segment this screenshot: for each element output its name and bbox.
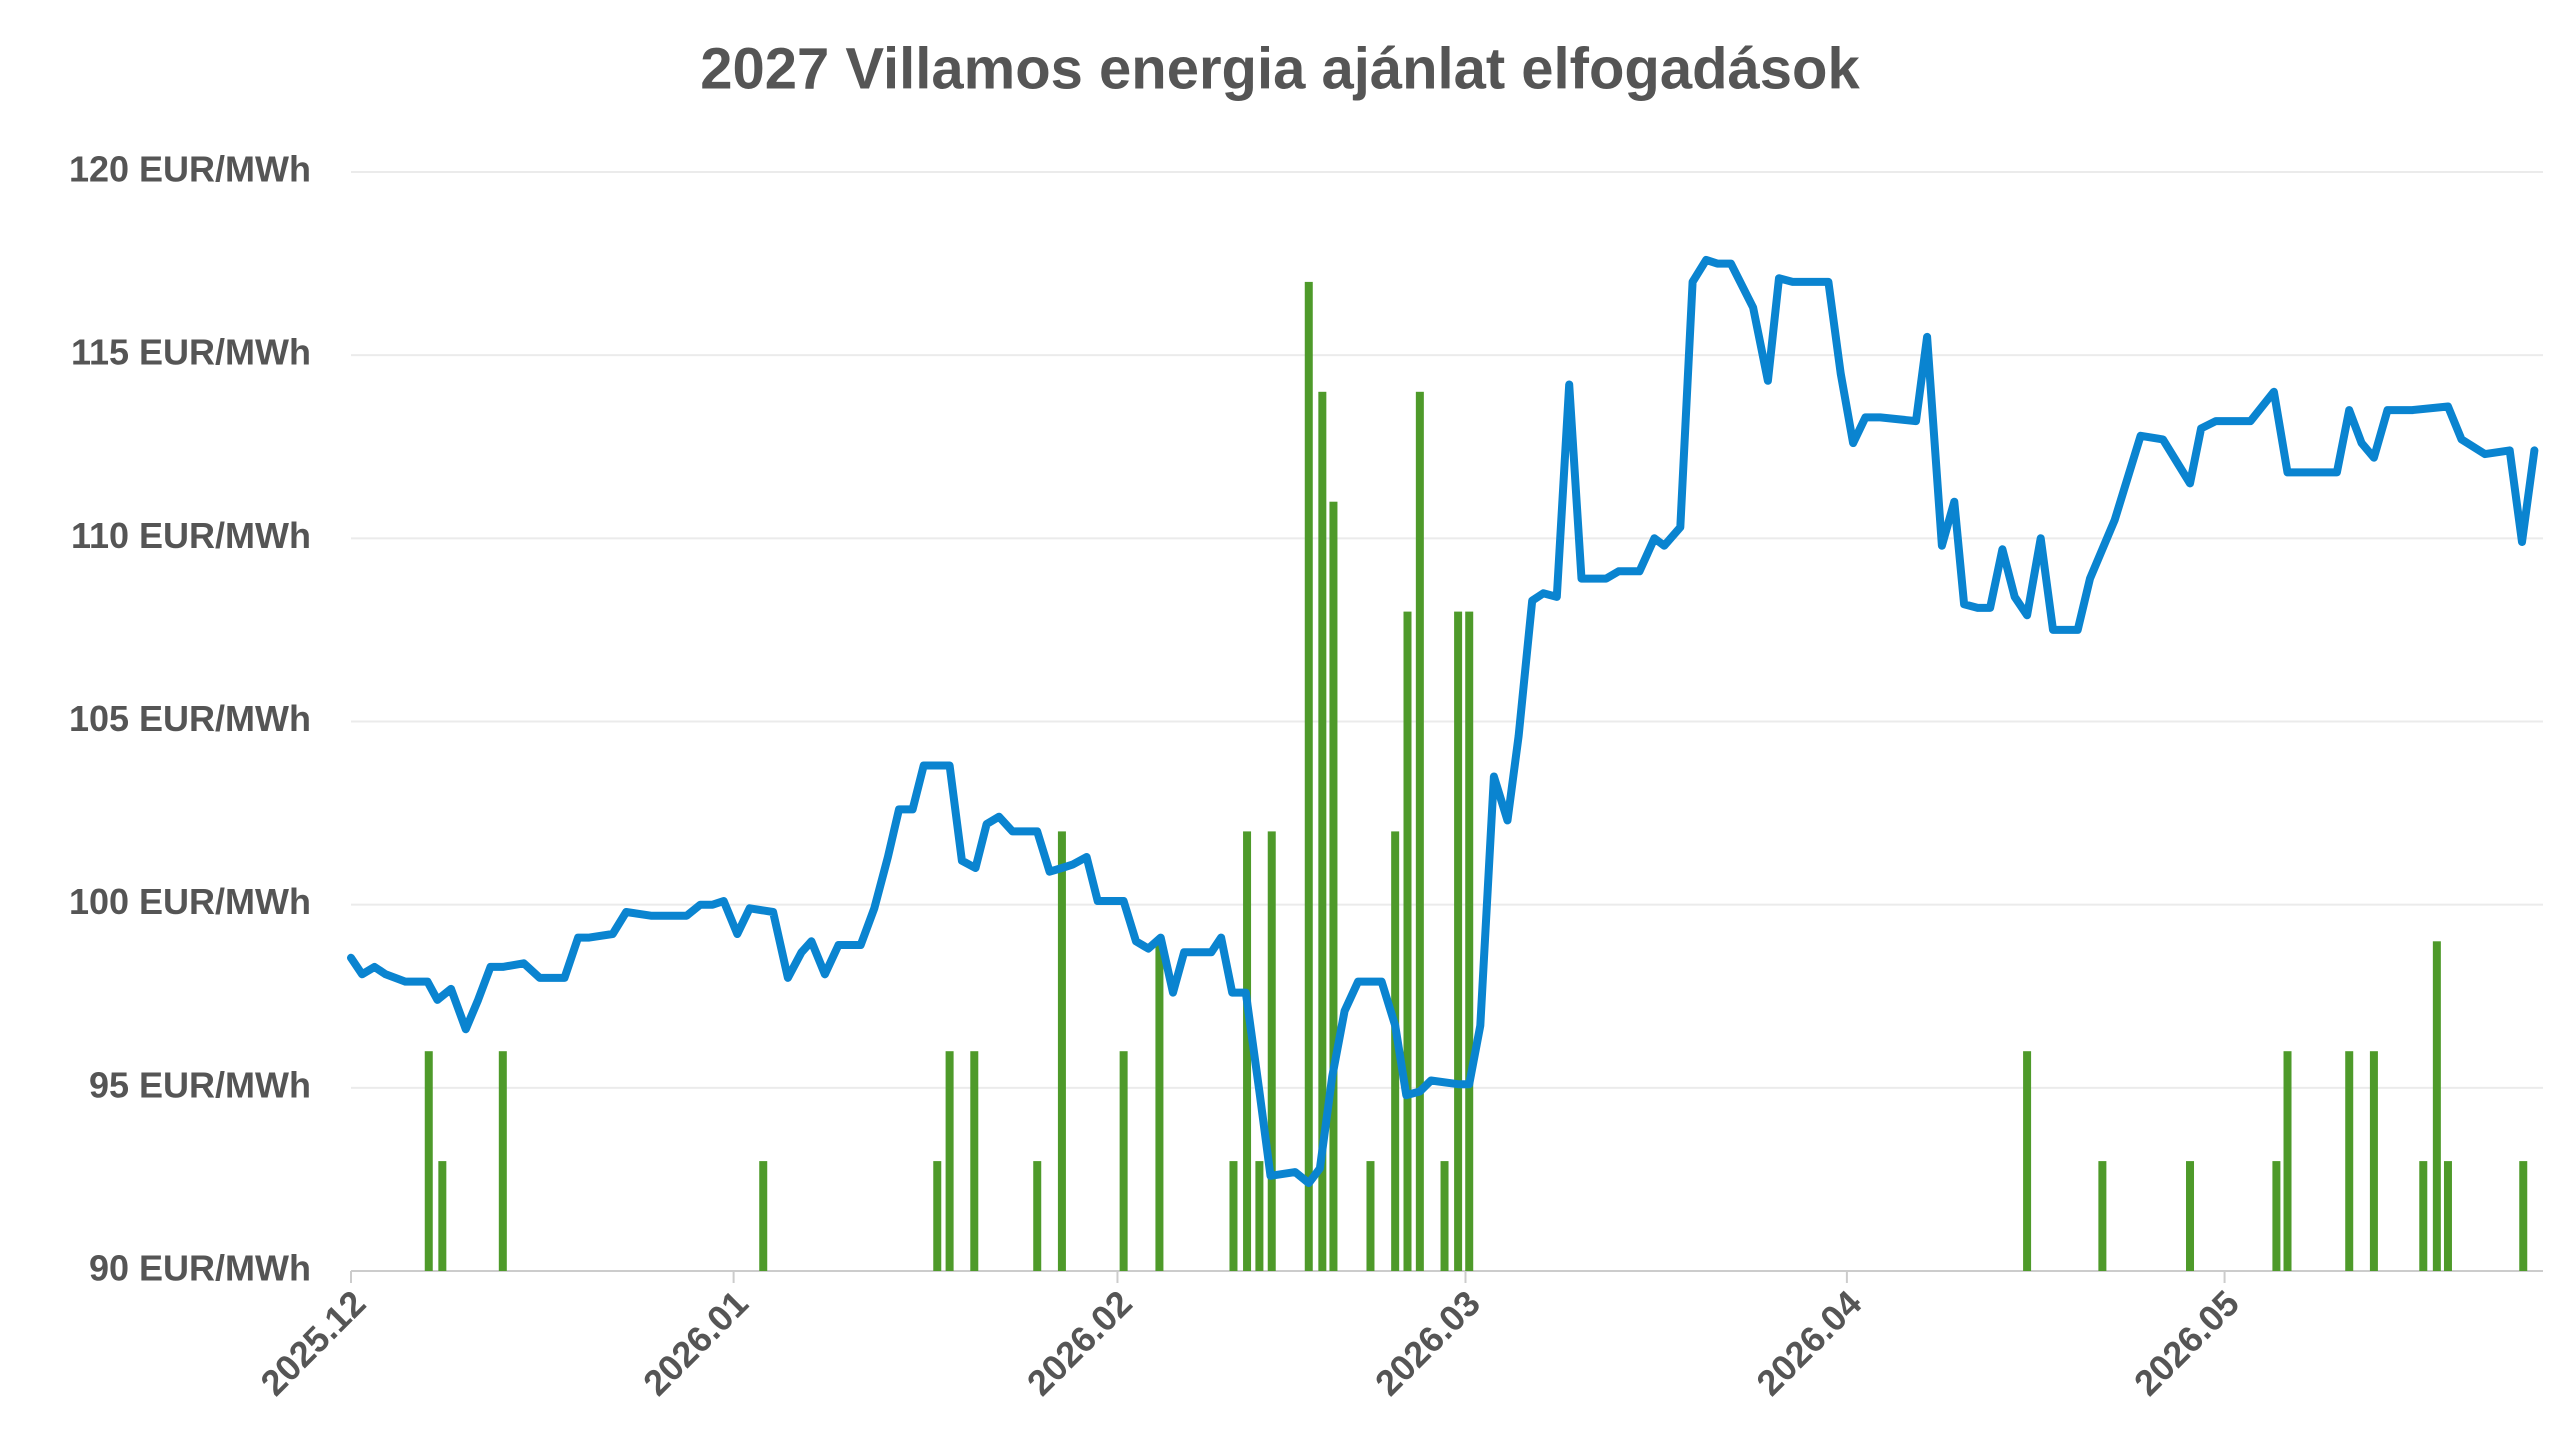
x-tick-label: 2025.12 [252,1282,373,1403]
x-tick-label: 2026.04 [1748,1282,1869,1403]
bar [2023,1051,2032,1271]
bar [933,1161,942,1271]
y-tick-label: 90 EUR/MWh [89,1248,311,1289]
bar [2443,1161,2452,1271]
bar [1318,391,1327,1271]
bar [438,1161,447,1271]
x-tick-label: 2026.05 [2126,1282,2247,1403]
bar [1465,611,1474,1271]
bar [1155,941,1164,1271]
bar [1229,1161,1238,1271]
bar [2432,941,2441,1271]
bar [2272,1161,2281,1271]
bar [424,1051,433,1271]
bar [970,1051,979,1271]
bar [1329,501,1338,1271]
x-tick-label: 2026.03 [1367,1282,1488,1403]
y-tick-label: 110 EUR/MWh [71,515,311,556]
bar [759,1161,768,1271]
bar [1304,281,1313,1271]
line [347,255,2539,1188]
bar [1033,1161,1042,1271]
y-tick-label: 95 EUR/MWh [89,1064,311,1105]
x-tick-label: 2026.02 [1019,1282,1140,1403]
bar [1057,831,1066,1271]
bar [1255,1161,1264,1271]
y-tick-label: 115 EUR/MWh [71,332,311,373]
bar [1440,1161,1449,1271]
bar [1403,611,1412,1271]
bar [2419,1161,2428,1271]
y-tick-label: 120 EUR/MWh [69,149,311,190]
bar [2345,1051,2354,1271]
bar [1366,1161,1375,1271]
bar [1415,391,1424,1271]
bar [1391,831,1400,1271]
chart-title: 2027 Villamos energia ajánlat elfogadáso… [700,36,1860,101]
bar [2098,1161,2107,1271]
bar [2519,1161,2528,1271]
bar [1119,1051,1128,1271]
bar [498,1051,507,1271]
bar [1454,611,1463,1271]
bar [1243,831,1252,1271]
bar [2186,1161,2195,1271]
x-tick-label: 2026.01 [635,1282,756,1403]
bar [945,1051,954,1271]
y-tick-label: 100 EUR/MWh [69,881,311,922]
bar [2283,1051,2292,1271]
bar [2369,1051,2378,1271]
y-tick-label: 105 EUR/MWh [69,698,311,739]
bar [1267,831,1276,1271]
